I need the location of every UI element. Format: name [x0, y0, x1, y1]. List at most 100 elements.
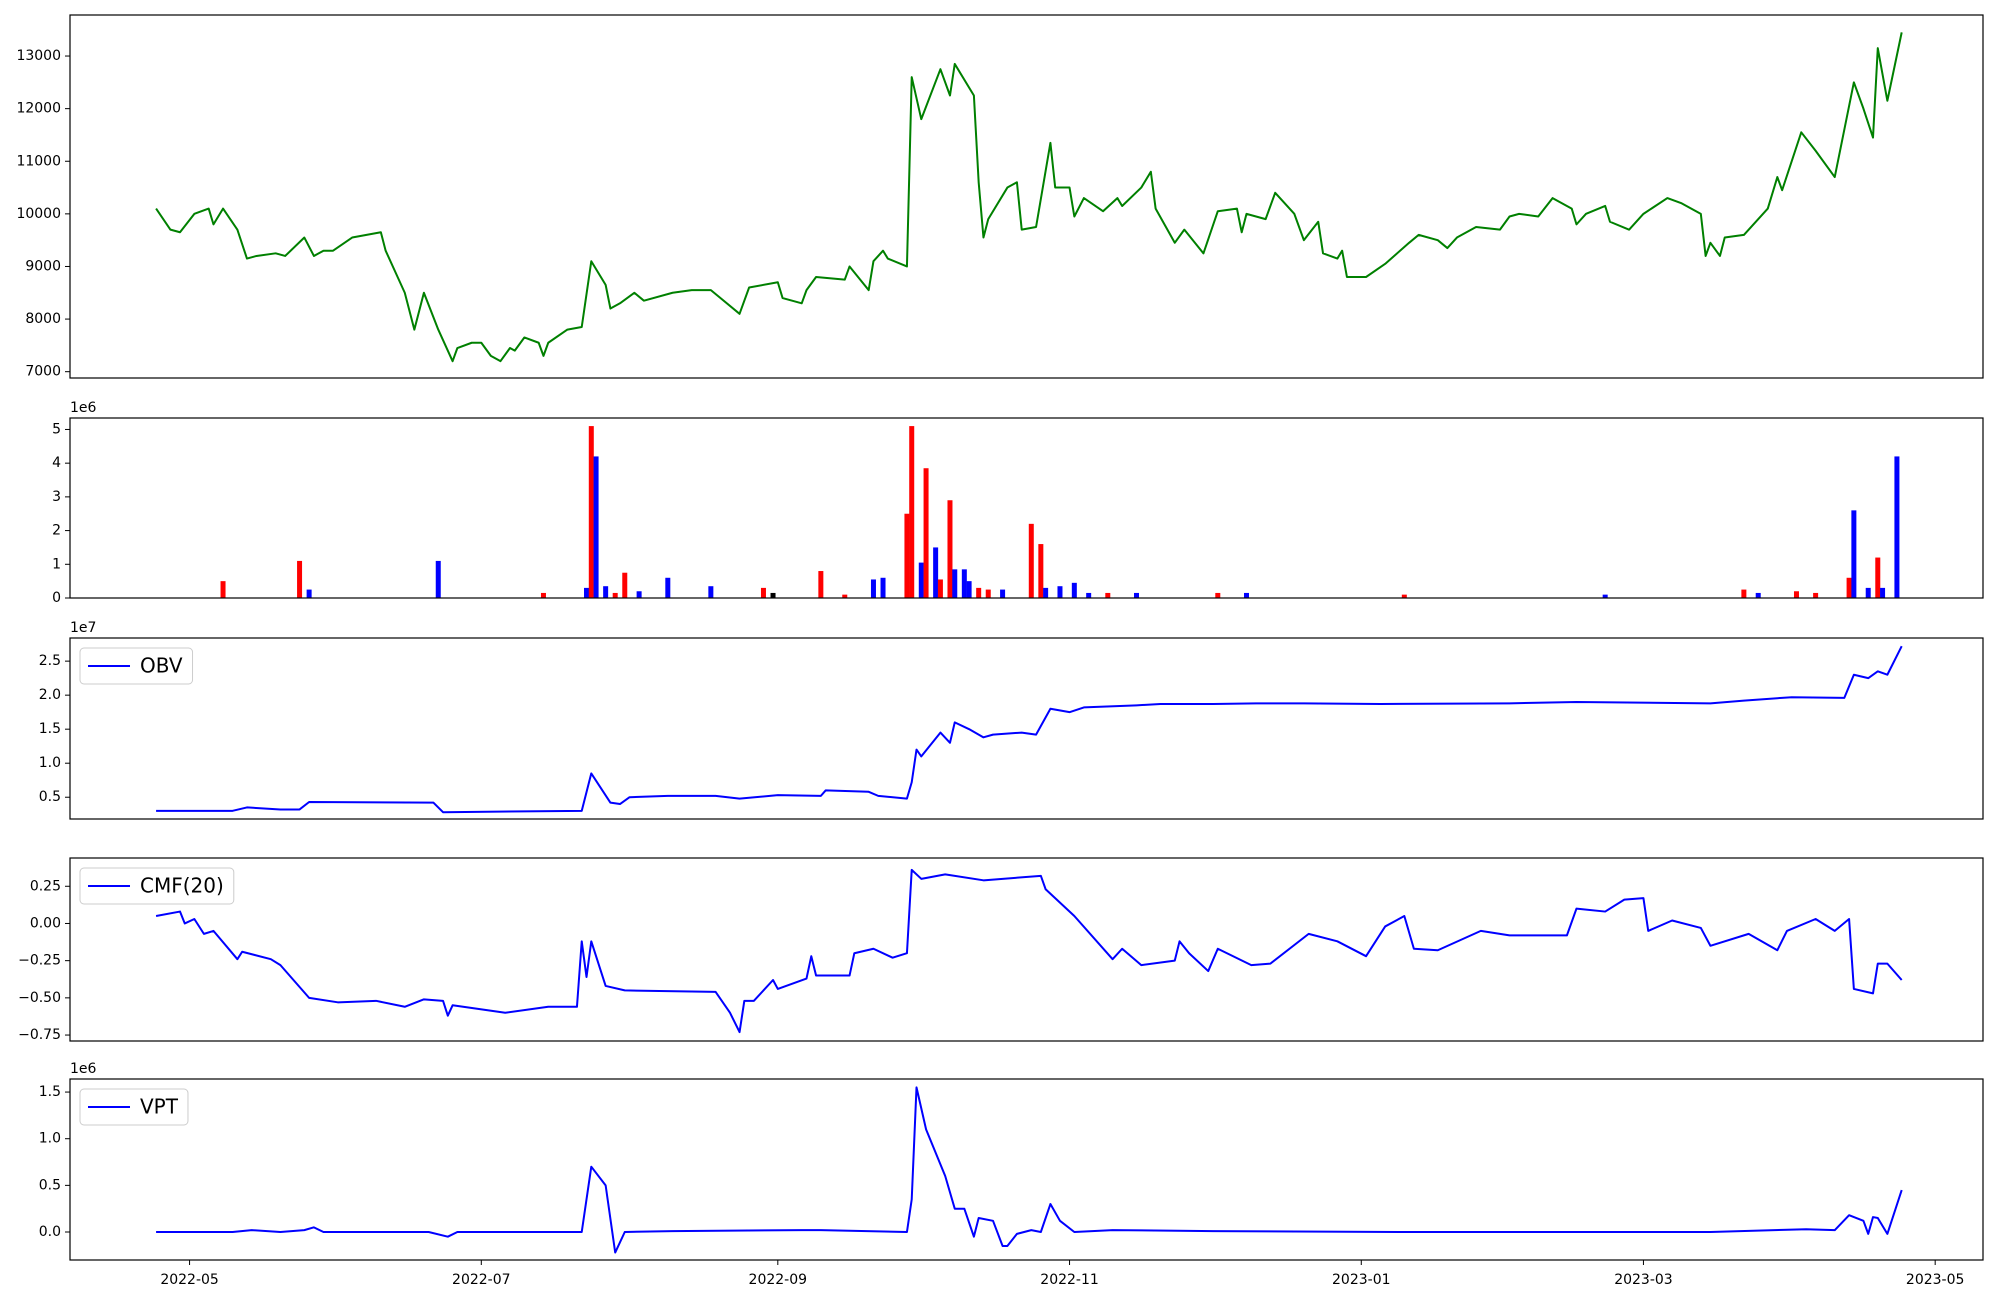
- bar: [770, 592, 776, 598]
- bar: [904, 513, 910, 598]
- axes-frame: [69, 14, 1984, 379]
- bar: [1028, 523, 1034, 598]
- bar: [985, 589, 991, 598]
- axes-frame: [69, 1078, 1984, 1261]
- y-tick-label: 0.00: [30, 915, 61, 931]
- bar: [593, 456, 599, 598]
- x-tick-label: 2023-03: [1614, 1272, 1673, 1288]
- panel: 0 1 2 3 4 5 1e6: [52, 400, 1984, 606]
- bar: [540, 592, 546, 598]
- y-tick-label: 2: [52, 523, 61, 539]
- bar: [435, 560, 441, 598]
- bar: [918, 562, 924, 598]
- bar: [1133, 592, 1139, 598]
- bar: [976, 587, 982, 598]
- bar: [933, 547, 939, 598]
- bar: [1038, 544, 1044, 598]
- bar: [622, 572, 628, 598]
- y-tick-label: 2.0: [39, 687, 61, 703]
- axes-frame: [69, 857, 1984, 1042]
- legend-box: [79, 867, 235, 905]
- bar: [870, 579, 876, 598]
- panel: 0.0 0.5 1.0 1.5 1e6 2022-05 2022-07 2022-09 2022…: [39, 1061, 1984, 1288]
- panel: 7000 8000 9000 10000 11000 12000 13000: [16, 14, 1984, 380]
- bar: [1846, 577, 1852, 598]
- bar: [1865, 587, 1871, 598]
- plot-area: [156, 1086, 1903, 1254]
- legend: OBV: [79, 647, 194, 685]
- y-tick-label: −0.50: [18, 990, 61, 1006]
- bar: [1813, 592, 1819, 598]
- bar: [818, 571, 824, 598]
- bar: [665, 577, 671, 598]
- line: [155, 32, 1903, 363]
- bar: [1243, 592, 1249, 598]
- bar: [1755, 592, 1761, 598]
- y-tick-label: 0.25: [30, 878, 61, 894]
- bar: [909, 426, 915, 598]
- bar: [1880, 587, 1886, 598]
- y-tick-label: 1.0: [39, 755, 61, 771]
- y-tick-label: 0.0: [39, 1224, 61, 1240]
- x-tick-label: 2022-07: [452, 1272, 511, 1288]
- legend: CMF(20): [79, 867, 235, 905]
- plot-area: [156, 645, 1903, 814]
- legend-box: [79, 647, 194, 685]
- bar: [937, 579, 943, 598]
- bar: [923, 468, 929, 598]
- panel: 0.5 1.0 1.5 2.0 2.5 1e7 OBV: [39, 620, 1984, 820]
- bar: [1894, 456, 1900, 598]
- y-tick-label: 0: [52, 590, 61, 606]
- bar: [1875, 557, 1881, 598]
- axes-frame: [69, 417, 1984, 599]
- y-offset-label: 1e6: [70, 1061, 97, 1077]
- bar: [603, 586, 609, 598]
- bar: [760, 587, 766, 598]
- y-tick-label: −0.75: [18, 1027, 61, 1043]
- bar: [612, 592, 618, 598]
- x-tick-label: 2023-05: [1906, 1272, 1965, 1288]
- y-tick-label: 4: [52, 455, 61, 471]
- bar: [1071, 582, 1077, 598]
- bar: [306, 589, 312, 598]
- y-tick-label: 13000: [16, 48, 61, 64]
- bar: [1851, 510, 1857, 598]
- y-tick-label: 2.5: [39, 653, 61, 669]
- bar: [297, 560, 303, 598]
- bar: [1043, 587, 1049, 598]
- y-tick-label: 7000: [25, 364, 61, 380]
- bar: [1401, 594, 1407, 598]
- line: [156, 645, 1903, 814]
- bar: [966, 581, 972, 598]
- y-tick-label: 1.0: [39, 1131, 61, 1147]
- bar: [842, 594, 848, 598]
- bar: [220, 581, 226, 598]
- x-tick-label: 2022-09: [749, 1272, 808, 1288]
- bar: [1215, 592, 1221, 598]
- legend-text: CMF(20): [140, 874, 224, 898]
- y-tick-label: 8000: [25, 311, 61, 327]
- y-tick-label: 12000: [16, 101, 61, 117]
- y-tick-label: 5: [52, 421, 61, 437]
- y-tick-label: 0.5: [39, 789, 61, 805]
- y-tick-label: 9000: [25, 258, 61, 274]
- bar: [1105, 592, 1111, 598]
- line: [155, 868, 1903, 1034]
- line: [156, 1086, 1903, 1254]
- bar: [1000, 589, 1006, 598]
- bar: [1086, 592, 1092, 598]
- bar: [636, 591, 642, 598]
- y-tick-label: 1.5: [39, 1084, 61, 1100]
- bar: [880, 577, 886, 598]
- x-tick-label: 2023-01: [1332, 1272, 1391, 1288]
- bar: [947, 500, 953, 598]
- bar: [1793, 591, 1799, 598]
- bar: [961, 569, 967, 598]
- plot-area: [155, 868, 1903, 1034]
- legend: VPT: [79, 1088, 189, 1126]
- bar: [584, 587, 590, 598]
- y-tick-label: 3: [52, 489, 61, 505]
- bar: [588, 426, 594, 598]
